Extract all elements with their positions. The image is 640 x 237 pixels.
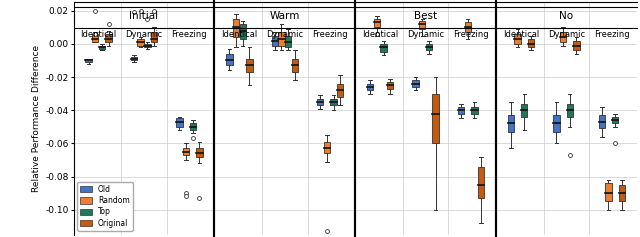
- Bar: [131, 57, 137, 60]
- Bar: [324, 142, 330, 153]
- Bar: [106, 34, 112, 42]
- Bar: [271, 36, 278, 46]
- Bar: [426, 44, 432, 50]
- Text: Freezing: Freezing: [594, 30, 630, 39]
- Text: Identical: Identical: [81, 30, 116, 39]
- Bar: [433, 94, 439, 143]
- Bar: [612, 117, 618, 123]
- Bar: [528, 39, 534, 47]
- Text: Freezing: Freezing: [312, 30, 348, 39]
- Bar: [183, 148, 189, 155]
- Bar: [285, 36, 291, 47]
- Bar: [387, 82, 394, 89]
- Text: Best: Best: [414, 11, 437, 21]
- Bar: [317, 99, 323, 105]
- Bar: [380, 44, 387, 52]
- Bar: [144, 44, 150, 47]
- Bar: [566, 104, 573, 117]
- Bar: [412, 80, 419, 87]
- Bar: [92, 34, 99, 42]
- Bar: [465, 22, 471, 32]
- Bar: [85, 59, 92, 62]
- Text: Warm: Warm: [269, 11, 300, 21]
- Text: Identical: Identical: [503, 30, 539, 39]
- Y-axis label: Relative Performance Difference: Relative Performance Difference: [32, 45, 41, 192]
- Text: Freezing: Freezing: [453, 30, 489, 39]
- Bar: [138, 39, 144, 46]
- Bar: [151, 32, 157, 42]
- Bar: [619, 185, 625, 201]
- Bar: [458, 107, 464, 114]
- Text: Dynamic: Dynamic: [407, 30, 444, 39]
- Bar: [278, 32, 285, 46]
- Bar: [226, 54, 232, 65]
- Text: Dynamic: Dynamic: [125, 30, 163, 39]
- Legend: Old, Random, Top, Original: Old, Random, Top, Original: [77, 182, 133, 231]
- Text: Initial: Initial: [129, 11, 159, 21]
- Bar: [553, 115, 559, 132]
- Bar: [189, 123, 196, 130]
- Text: Identical: Identical: [362, 30, 398, 39]
- Bar: [419, 21, 426, 29]
- Bar: [99, 46, 105, 49]
- Bar: [292, 59, 298, 72]
- Text: Dynamic: Dynamic: [548, 30, 585, 39]
- Bar: [573, 41, 580, 50]
- Bar: [330, 99, 337, 105]
- Bar: [521, 104, 527, 117]
- Bar: [176, 118, 182, 127]
- Bar: [246, 59, 253, 72]
- Bar: [471, 107, 477, 114]
- Bar: [367, 84, 373, 90]
- Bar: [515, 34, 521, 44]
- Bar: [233, 19, 239, 37]
- Text: No: No: [559, 11, 573, 21]
- Bar: [337, 84, 344, 97]
- Text: Identical: Identical: [221, 30, 257, 39]
- Text: Dynamic: Dynamic: [266, 30, 303, 39]
- Bar: [196, 148, 203, 157]
- Bar: [508, 115, 514, 132]
- Bar: [478, 167, 484, 198]
- Bar: [374, 19, 380, 27]
- Bar: [560, 32, 566, 42]
- Bar: [605, 183, 612, 201]
- Bar: [598, 115, 605, 128]
- Text: Freezing: Freezing: [172, 30, 207, 39]
- Bar: [239, 24, 246, 39]
